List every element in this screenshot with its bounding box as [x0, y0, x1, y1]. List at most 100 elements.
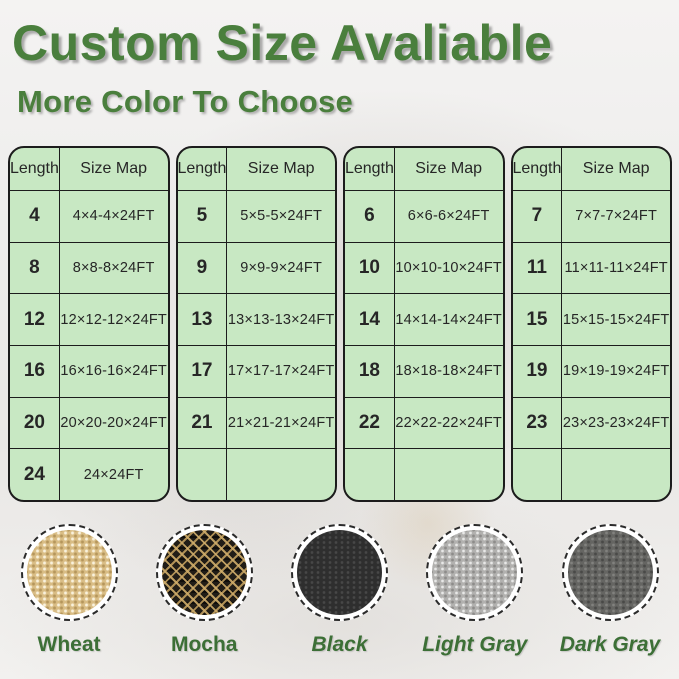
length-cell: 21 [191, 412, 213, 434]
size-table-1: Length Size Map 4 4×4-4×24FT 8 8×8-8×24F… [8, 146, 170, 502]
length-cell: 18 [358, 360, 380, 382]
table-row-empty [345, 448, 503, 500]
length-cell: 12 [23, 308, 45, 330]
size-table-3: Length Size Map 6 6×6-6×24FT 10 10×10-10… [343, 146, 505, 502]
table-row-empty [177, 448, 335, 500]
length-cell: 7 [531, 205, 543, 227]
swatch-ring [561, 524, 659, 621]
size-map-cell: 15×15-15×24FT [561, 294, 670, 346]
table-row: 4 4×4-4×24FT [10, 190, 168, 242]
table-header-row: Length Size Map [178, 148, 336, 190]
swatch-label-light-gray: Light Gray [422, 633, 528, 656]
size-map-column-header: Size Map [393, 148, 503, 190]
size-map-column-header: Size Map [58, 148, 168, 190]
size-map-cell: 8×8-8×24FT [58, 242, 168, 294]
table-row: 17 17×17-17×24FT [177, 345, 335, 397]
swatch-mocha: Mocha [141, 524, 267, 657]
length-cell: 11 [526, 257, 547, 278]
table-row: 9 9×9-9×24FT [177, 241, 335, 294]
size-map-cell: 18×18-18×24FT [393, 346, 503, 397]
length-cell: 17 [191, 360, 213, 382]
table-row: 15 15×15-15×24FT [512, 293, 670, 346]
length-cell: 5 [196, 205, 208, 227]
length-cell: 24 [23, 463, 45, 485]
length-cell: 13 [191, 308, 213, 330]
color-swatches: Wheat Mocha Black Light Gray Dark Gray [6, 524, 673, 657]
table-row: 10 10×10-10×24FT [345, 241, 503, 294]
size-map-cell: 11×11-11×24FT [561, 242, 670, 294]
swatch-label-black: Black [311, 633, 368, 656]
size-map-cell: 19×19-19×24FT [561, 346, 670, 397]
swatch-dark-gray: Dark Gray [547, 524, 673, 657]
swatch-light-gray: Light Gray [412, 524, 538, 657]
table-row: 24 24×24FT [10, 448, 168, 500]
length-column-header: Length [512, 160, 562, 177]
dark-gray-fabric-image [567, 530, 653, 615]
size-map-cell: 4×4-4×24FT [58, 191, 168, 242]
table-row: 21 21×21-21×24FT [177, 396, 335, 449]
swatch-label-wheat: Wheat [37, 633, 101, 656]
swatch-ring [291, 524, 388, 621]
table-row: 18 18×18-18×24FT [345, 345, 503, 397]
table-header-row: Length Size Map [10, 148, 168, 190]
size-map-cell: 5×5-5×24FT [226, 191, 335, 242]
length-cell: 15 [526, 308, 548, 330]
size-map-cell: 20×20-20×24FT [58, 397, 168, 449]
size-table-2: Length Size Map 5 5×5-5×24FT 9 9×9-9×24F… [175, 146, 337, 502]
length-cell: 16 [23, 360, 45, 382]
size-map-cell: 14×14-14×24FT [393, 294, 503, 346]
size-map-cell: 17×17-17×24FT [226, 346, 335, 397]
swatch-label-dark-gray: Dark Gray [559, 633, 661, 656]
size-map-cell: 13×13-13×24FT [226, 294, 335, 346]
swatch-label-mocha: Mocha [170, 633, 238, 656]
size-map-cell: 23×23-23×24FT [561, 397, 670, 449]
length-cell: 20 [23, 412, 45, 434]
size-map-cell: 24×24FT [58, 449, 168, 500]
length-cell: 10 [358, 257, 380, 278]
size-map-cell [226, 449, 335, 500]
table-row: 13 13×13-13×24FT [177, 293, 335, 346]
swatch-ring [155, 524, 253, 621]
length-cell: 14 [358, 308, 380, 330]
wheat-fabric-image [26, 530, 112, 615]
table-row: 5 5×5-5×24FT [177, 190, 335, 242]
length-cell [178, 449, 227, 500]
table-row: 22 22×22-22×24FT [345, 396, 503, 449]
table-row: 19 19×19-19×24FT [512, 345, 670, 397]
size-map-cell [561, 449, 670, 500]
table-row: 11 11×11-11×24FT [512, 241, 670, 294]
length-cell: 4 [29, 205, 40, 227]
table-header-row: Length Size Map [345, 148, 503, 190]
length-cell: 9 [196, 257, 208, 278]
length-cell [345, 449, 394, 500]
swatch-black: Black [277, 524, 403, 657]
size-map-cell: 16×16-16×24FT [58, 346, 168, 397]
table-row-empty [512, 448, 670, 500]
length-cell: 19 [526, 360, 548, 382]
mocha-fabric-image [161, 530, 247, 615]
size-map-cell: 21×21-21×24FT [226, 397, 335, 449]
swatch-ring [426, 524, 524, 621]
size-table-4: Length Size Map 7 7×7-7×24FT 11 11×11-11… [510, 146, 672, 502]
length-column-header: Length [345, 160, 394, 177]
size-map-cell: 10×10-10×24FT [393, 242, 503, 294]
swatch-ring [20, 524, 118, 621]
size-tables: Length Size Map 4 4×4-4×24FT 8 8×8-8×24F… [8, 146, 672, 502]
table-row: 16 16×16-16×24FT [10, 345, 168, 397]
size-map-cell: 6×6-6×24FT [393, 191, 503, 242]
light-gray-fabric-image [432, 530, 518, 615]
length-column-header: Length [10, 160, 59, 177]
length-cell: 6 [364, 205, 375, 227]
length-column-header: Length [177, 160, 227, 177]
size-map-cell: 12×12-12×24FT [58, 294, 168, 346]
table-row: 8 8×8-8×24FT [10, 241, 168, 294]
table-row: 23 23×23-23×24FT [512, 396, 670, 449]
table-row: 12 12×12-12×24FT [10, 293, 168, 346]
length-cell: 22 [358, 412, 380, 434]
swatch-wheat: Wheat [6, 524, 132, 657]
size-map-cell: 22×22-22×24FT [393, 397, 503, 449]
size-map-cell: 9×9-9×24FT [226, 242, 335, 294]
size-map-cell: 7×7-7×24FT [561, 191, 670, 242]
table-row: 6 6×6-6×24FT [345, 190, 503, 242]
